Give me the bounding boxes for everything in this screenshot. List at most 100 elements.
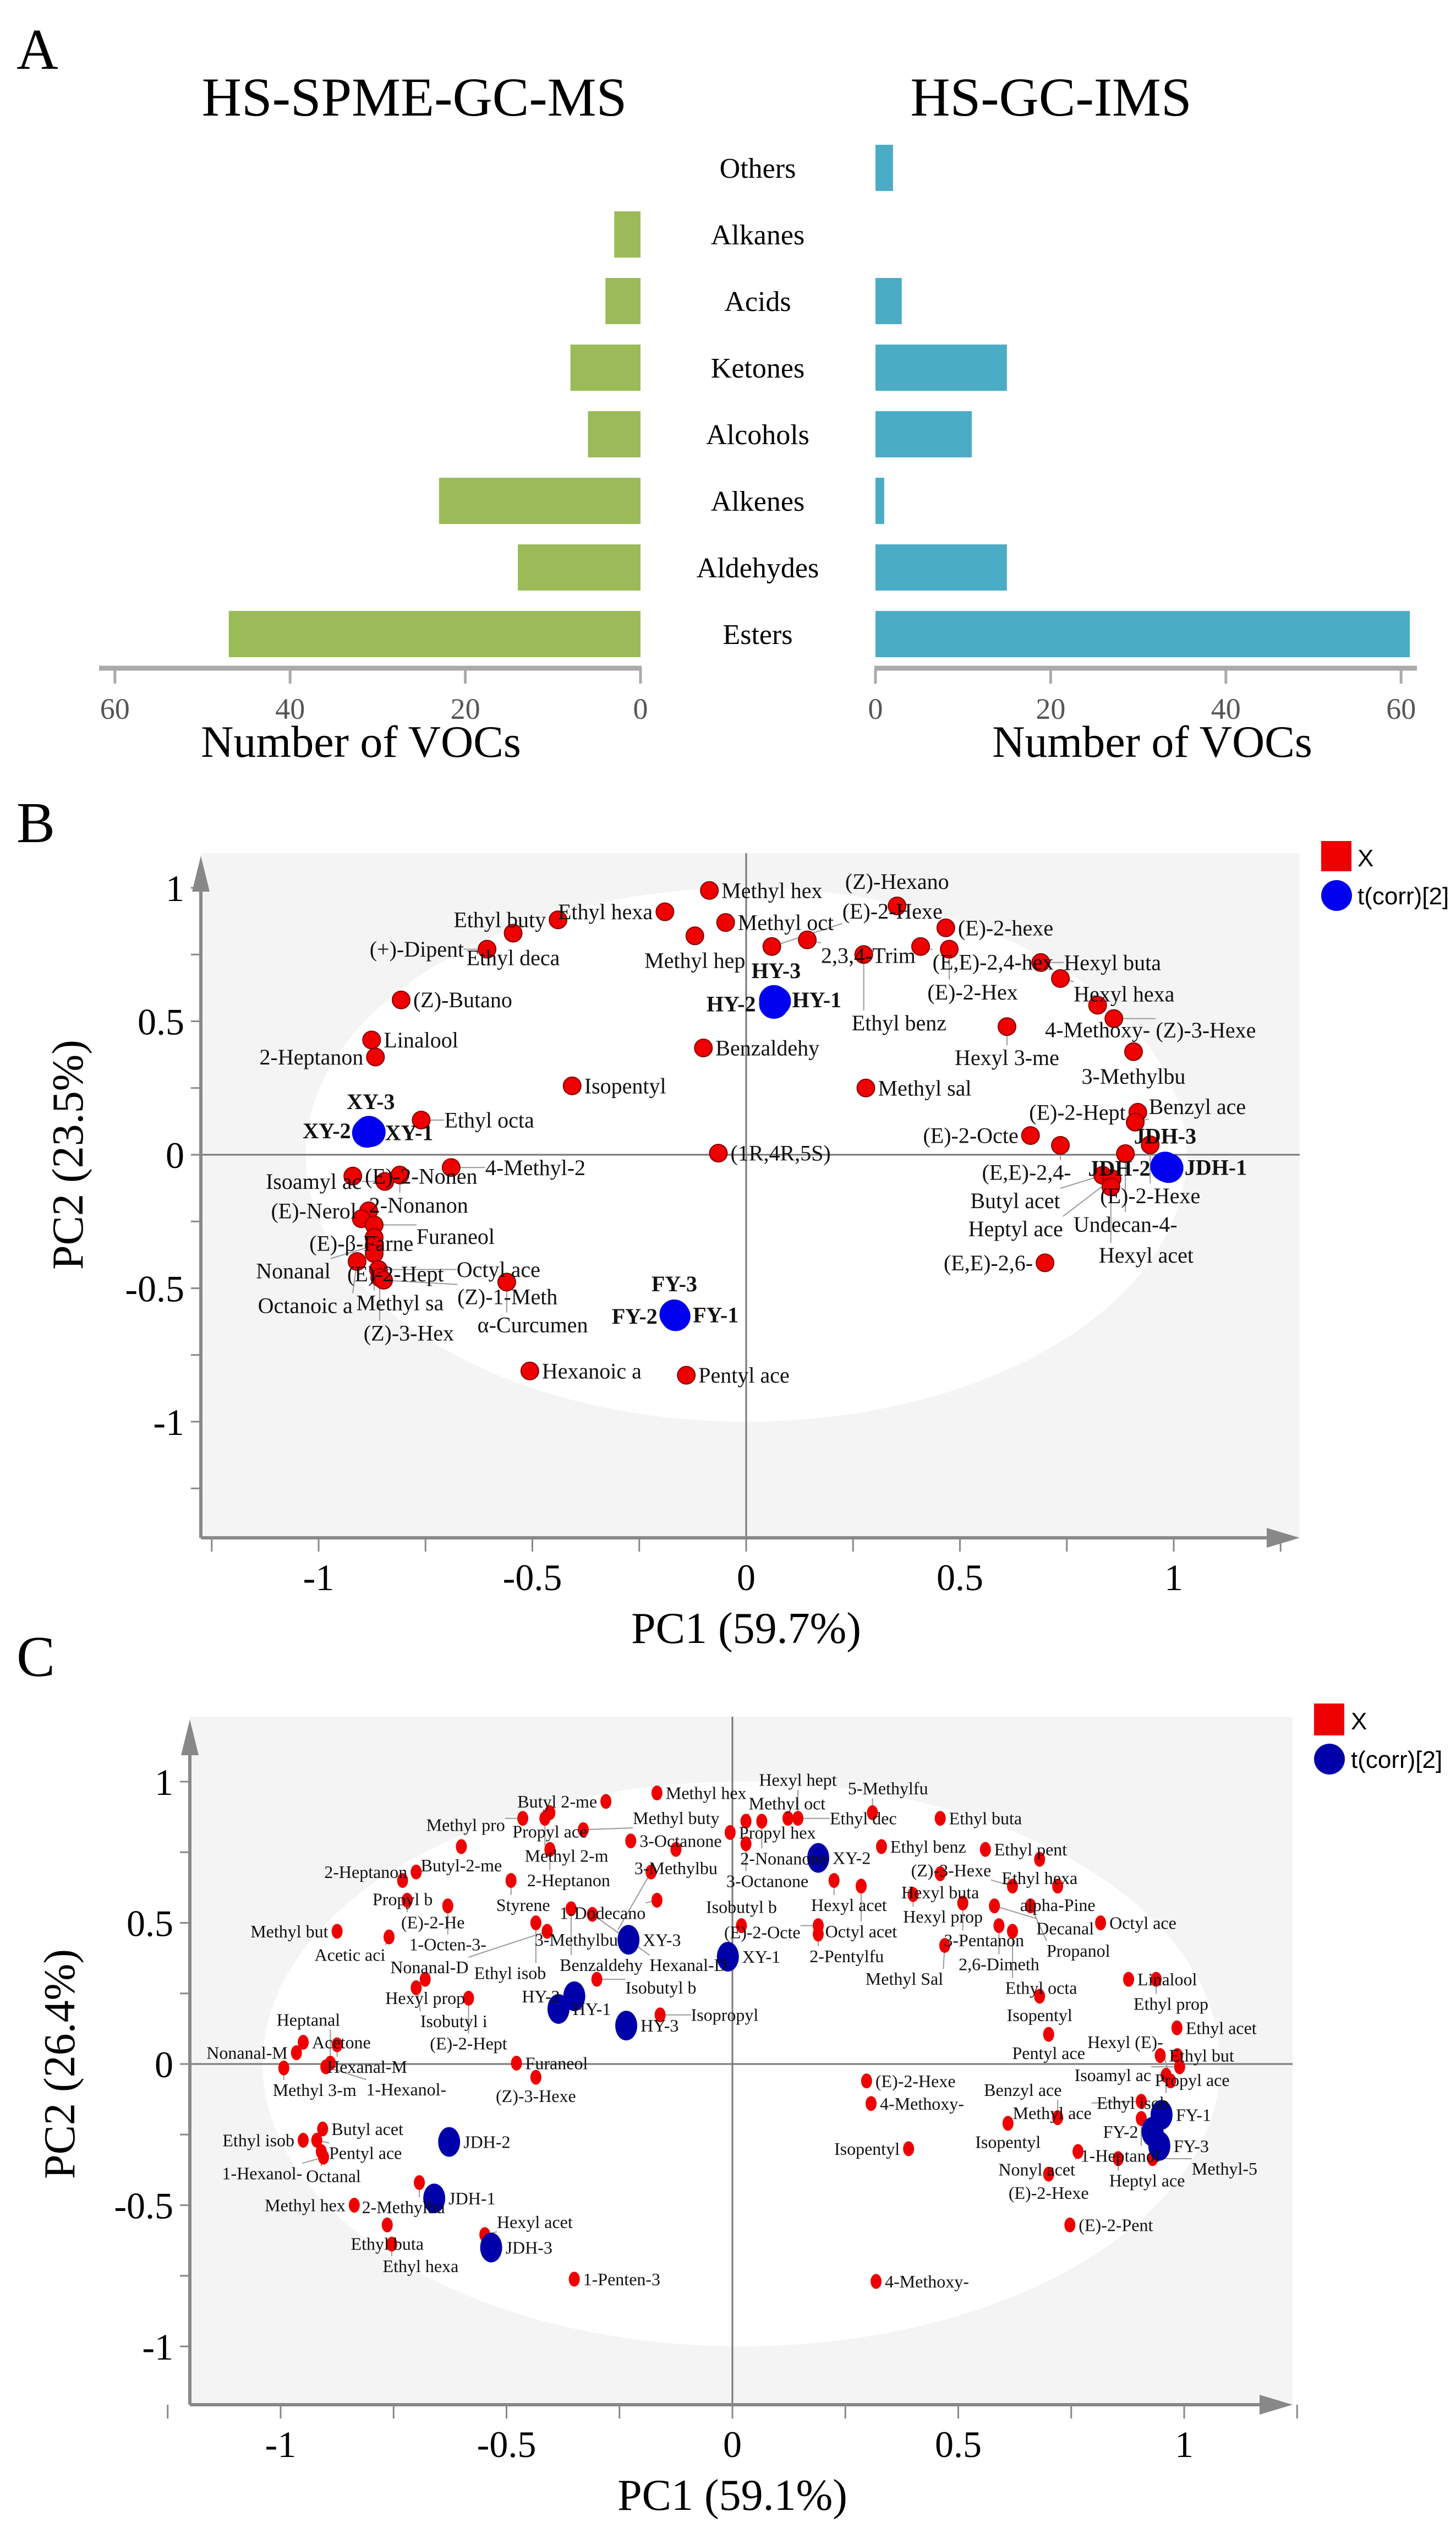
variable-label: Ethyl octa	[444, 1107, 534, 1132]
x-tick-label: 1	[1175, 2423, 1194, 2465]
variable-point	[442, 1898, 453, 1914]
y-axis-title-c: PC2 (26.4%)	[36, 1949, 84, 2179]
variable-label: Ethyl pent	[994, 1839, 1068, 1859]
category-label: Aldehydes	[697, 553, 819, 584]
variable-point	[762, 937, 781, 956]
variable-point	[907, 1887, 919, 1902]
variable-label: Methyl hex	[721, 878, 822, 903]
variable-label: Octyl acet	[825, 1921, 897, 1941]
variable-label: Octanoic a	[258, 1293, 353, 1318]
variable-point	[505, 1873, 517, 1888]
variable-point	[331, 1924, 343, 1939]
variable-point	[1021, 1126, 1040, 1145]
variable-label: Ethyl prop	[1134, 1994, 1208, 2014]
x-axis-arrow-icon	[1260, 2395, 1293, 2415]
variable-point	[1151, 1972, 1162, 1987]
variable-label: 2,6-Dimeth	[959, 1954, 1039, 1974]
sample-label: HY-3	[752, 958, 801, 983]
variable-point	[936, 918, 955, 937]
variable-point	[331, 2037, 343, 2052]
variable-label: 1-Heptanol	[1081, 2146, 1160, 2166]
variable-label: 2-Nonanone	[740, 1848, 827, 1868]
y-tick-label: 0.5	[127, 1903, 173, 1945]
bar-gcms-ketones	[570, 345, 641, 391]
x-axis-title-c: PC1 (59.1%)	[617, 2471, 847, 2520]
variable-label: Hexanal-M	[327, 2057, 407, 2077]
variable-label: (E)-2-Hexe	[1100, 1183, 1200, 1208]
variable-label: (E)-β-Farne	[309, 1231, 413, 1255]
variable-point	[1095, 1915, 1107, 1930]
sample-label: HY-2	[522, 1986, 560, 2006]
variable-point	[291, 2045, 302, 2060]
variable-label: (E)-2-Hept	[347, 1262, 444, 1286]
legend-x-square-b	[1321, 841, 1351, 871]
variable-label: Methyl-5	[1192, 2159, 1257, 2178]
variable-label: 2-Heptanon	[324, 1862, 407, 1882]
bar-gcims-others	[875, 145, 893, 191]
variable-point	[828, 1873, 840, 1888]
variable-label: 1-Hexanol-	[366, 2079, 446, 2099]
variable-point	[511, 2055, 522, 2071]
variable-point	[565, 1901, 577, 1917]
variable-point	[1116, 1144, 1135, 1164]
variable-point	[1043, 2166, 1054, 2182]
sample-label: XY-1	[385, 1121, 433, 1145]
variable-point	[497, 1273, 516, 1292]
variable-label: (Z)-3-Hexe	[496, 2086, 576, 2106]
labels-layer: XY-1 XY-2 XY-3 HY-1 HY-2 HY-3 JDH-1 JDH-2 JDH-3 F…	[206, 1770, 1257, 2291]
sample-point	[716, 1942, 739, 1972]
variable-point	[414, 2175, 425, 2190]
variable-point	[861, 2073, 872, 2089]
variable-point	[298, 2034, 309, 2050]
bar-chart-a: Others Alkanes Acids Ketones Alcohols Alkenes…	[99, 145, 1417, 725]
variable-point	[856, 1078, 875, 1098]
bar-gcims-aldehydes	[875, 544, 1007, 591]
variable-label: (E)-2-Hexe	[1009, 2183, 1089, 2203]
variable-label: (E)-2-Hex	[927, 980, 1017, 1004]
variable-label: Decanal	[1036, 1919, 1094, 1939]
sample-label: JDH-1	[448, 2188, 495, 2208]
points-layer	[343, 881, 1184, 1385]
variable-label: 3-Methylbu	[1082, 1064, 1186, 1089]
variable-label: Isoamyl ac	[1075, 2065, 1151, 2085]
variable-label: Methyl Sal	[866, 1969, 943, 1989]
variable-label: Propyl hex	[739, 1822, 816, 1842]
variable-label: Isopentyl	[834, 2139, 900, 2159]
variable-point	[278, 2060, 289, 2076]
variable-label: Acetone	[312, 2032, 371, 2052]
x-tick-label: -1	[303, 1557, 335, 1598]
variable-label: Hexyl prop	[903, 1907, 983, 1926]
variable-point	[1136, 2094, 1147, 2109]
variable-point	[740, 1836, 752, 1852]
variable-label: (E)-Nerol	[271, 1198, 356, 1223]
sample-label: JDH-3	[1134, 1123, 1196, 1148]
variable-label: Ethyl octa	[1005, 1978, 1077, 1997]
bar-gcims-ketones	[875, 345, 1007, 391]
variable-point	[1025, 1898, 1036, 1914]
variable-point	[412, 1110, 431, 1129]
variable-label: Heptyl ace	[968, 1216, 1063, 1241]
variable-label: Ethyl acet	[1186, 2018, 1257, 2038]
variable-label: Octyl ace	[1109, 1913, 1176, 1933]
variable-label: (E,E)-2,4-hex	[933, 949, 1054, 974]
variable-label: Ethyl hexa	[383, 2256, 459, 2276]
x-tick-label: -0.5	[477, 2423, 537, 2465]
variable-point	[1034, 1989, 1046, 2004]
variable-point	[1104, 1009, 1124, 1028]
variable-point	[1043, 2027, 1054, 2042]
variable-label: Isopropyl	[691, 2005, 759, 2025]
variable-label: Styrene	[496, 1895, 550, 1915]
sample-point	[615, 2011, 638, 2041]
sample-label: JDH-1	[1185, 1155, 1247, 1180]
variable-label: Pentyl ace	[1012, 2043, 1085, 2063]
sample-label: HY-2	[707, 991, 756, 1016]
category-label: Esters	[722, 619, 792, 651]
variable-label: Benzaldehy	[715, 1036, 819, 1061]
variable-point	[1036, 1253, 1055, 1273]
sample-point	[438, 2127, 461, 2157]
variable-point	[1052, 2110, 1064, 2125]
sample-label: FY-3	[1174, 2136, 1209, 2156]
label-leader-line	[468, 1930, 548, 1958]
variable-point	[866, 2096, 877, 2111]
x-axis-title-left: Number of VOCs	[201, 717, 521, 767]
